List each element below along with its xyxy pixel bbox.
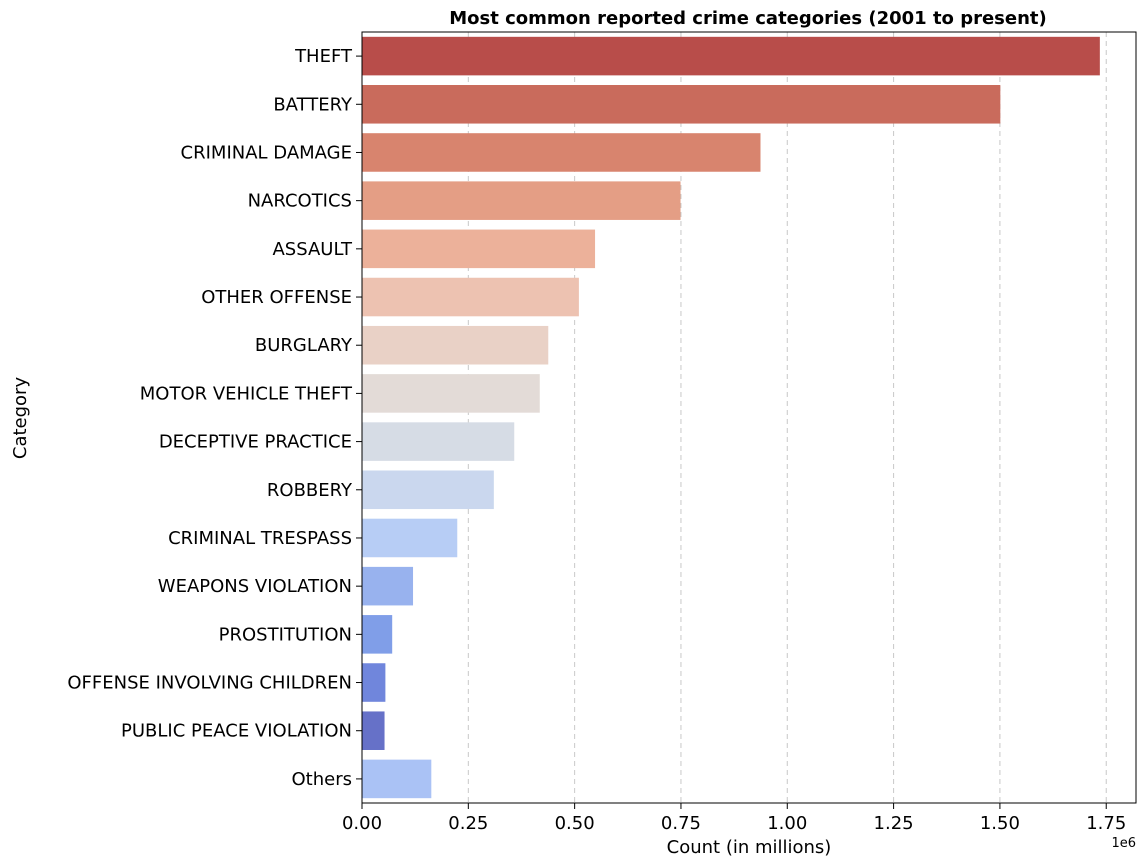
x-tick-label: 0.00 [342, 813, 382, 834]
x-tick-label: 0.75 [661, 813, 701, 834]
x-axis-offset-label: 1e6 [1111, 836, 1136, 851]
plot-frame [361, 31, 1137, 804]
x-tick-label: 1.50 [980, 813, 1020, 834]
x-tick-label: 1.75 [1086, 813, 1126, 834]
bar-assault [362, 229, 596, 269]
y-tick-label-offense-involving-children: OFFENSE INVOLVING CHILDREN [67, 673, 352, 694]
y-tick-label-weapons-violation: WEAPONS VIOLATION [158, 576, 352, 597]
bar-deceptive-practice [362, 422, 515, 461]
y-tick-labels: THEFT BATTERY CRIMINAL DAMAGE NARCOTICS ASSA… [67, 46, 362, 790]
y-tick-label-deceptive-practice: DECEPTIVE PRACTICE [159, 432, 352, 453]
bars [362, 36, 1100, 799]
bar-public-peace-violation [362, 711, 385, 750]
y-tick-label-criminal-damage: CRIMINAL DAMAGE [181, 142, 352, 163]
y-tick-label-motor-vehicle-theft: MOTOR VEHICLE THEFT [140, 383, 353, 404]
x-tick-labels: 0.00 0.25 0.50 0.75 1.00 1.25 1.50 1.75 [342, 803, 1126, 834]
bar-battery [362, 85, 1001, 124]
x-tick-label: 0.25 [448, 813, 488, 834]
bar-criminal-trespass [362, 518, 458, 558]
y-tick-label-public-peace-violation: PUBLIC PEACE VIOLATION [121, 721, 352, 742]
y-tick-label-prostitution: PROSTITUTION [219, 624, 352, 645]
y-tick-label-other-offense: OTHER OFFENSE [201, 287, 352, 308]
y-tick-label-robbery: ROBBERY [267, 480, 353, 501]
x-tick-label: 1.00 [767, 813, 807, 834]
bar-other-offense [362, 277, 579, 317]
x-tick-label: 0.50 [555, 813, 595, 834]
y-tick-label-criminal-trespass: CRIMINAL TRESPASS [168, 528, 352, 549]
bar-theft [362, 36, 1100, 76]
y-tick-label-burglary: BURGLARY [255, 335, 353, 356]
y-tick-label-others: Others [292, 769, 353, 790]
chart-title: Most common reported crime categories (2… [449, 8, 1046, 29]
bar-robbery [362, 470, 494, 510]
bar-offense-involving-children [362, 663, 386, 702]
y-tick-label-theft: THEFT [294, 46, 353, 67]
x-tick-label: 1.25 [874, 813, 914, 834]
bar-motor-vehicle-theft [362, 374, 540, 413]
bar-criminal-damage [362, 133, 761, 172]
y-tick-label-narcotics: NARCOTICS [248, 191, 352, 212]
bar-prostitution [362, 615, 393, 654]
bar-burglary [362, 325, 549, 365]
bar-others [362, 759, 432, 799]
y-axis-label: Category [10, 377, 31, 460]
bar-weapons-violation [362, 566, 414, 606]
y-tick-label-assault: ASSAULT [272, 239, 353, 260]
bar-narcotics [362, 181, 681, 220]
x-axis-label: Count (in millions) [667, 837, 832, 858]
y-tick-label-battery: BATTERY [273, 94, 353, 115]
